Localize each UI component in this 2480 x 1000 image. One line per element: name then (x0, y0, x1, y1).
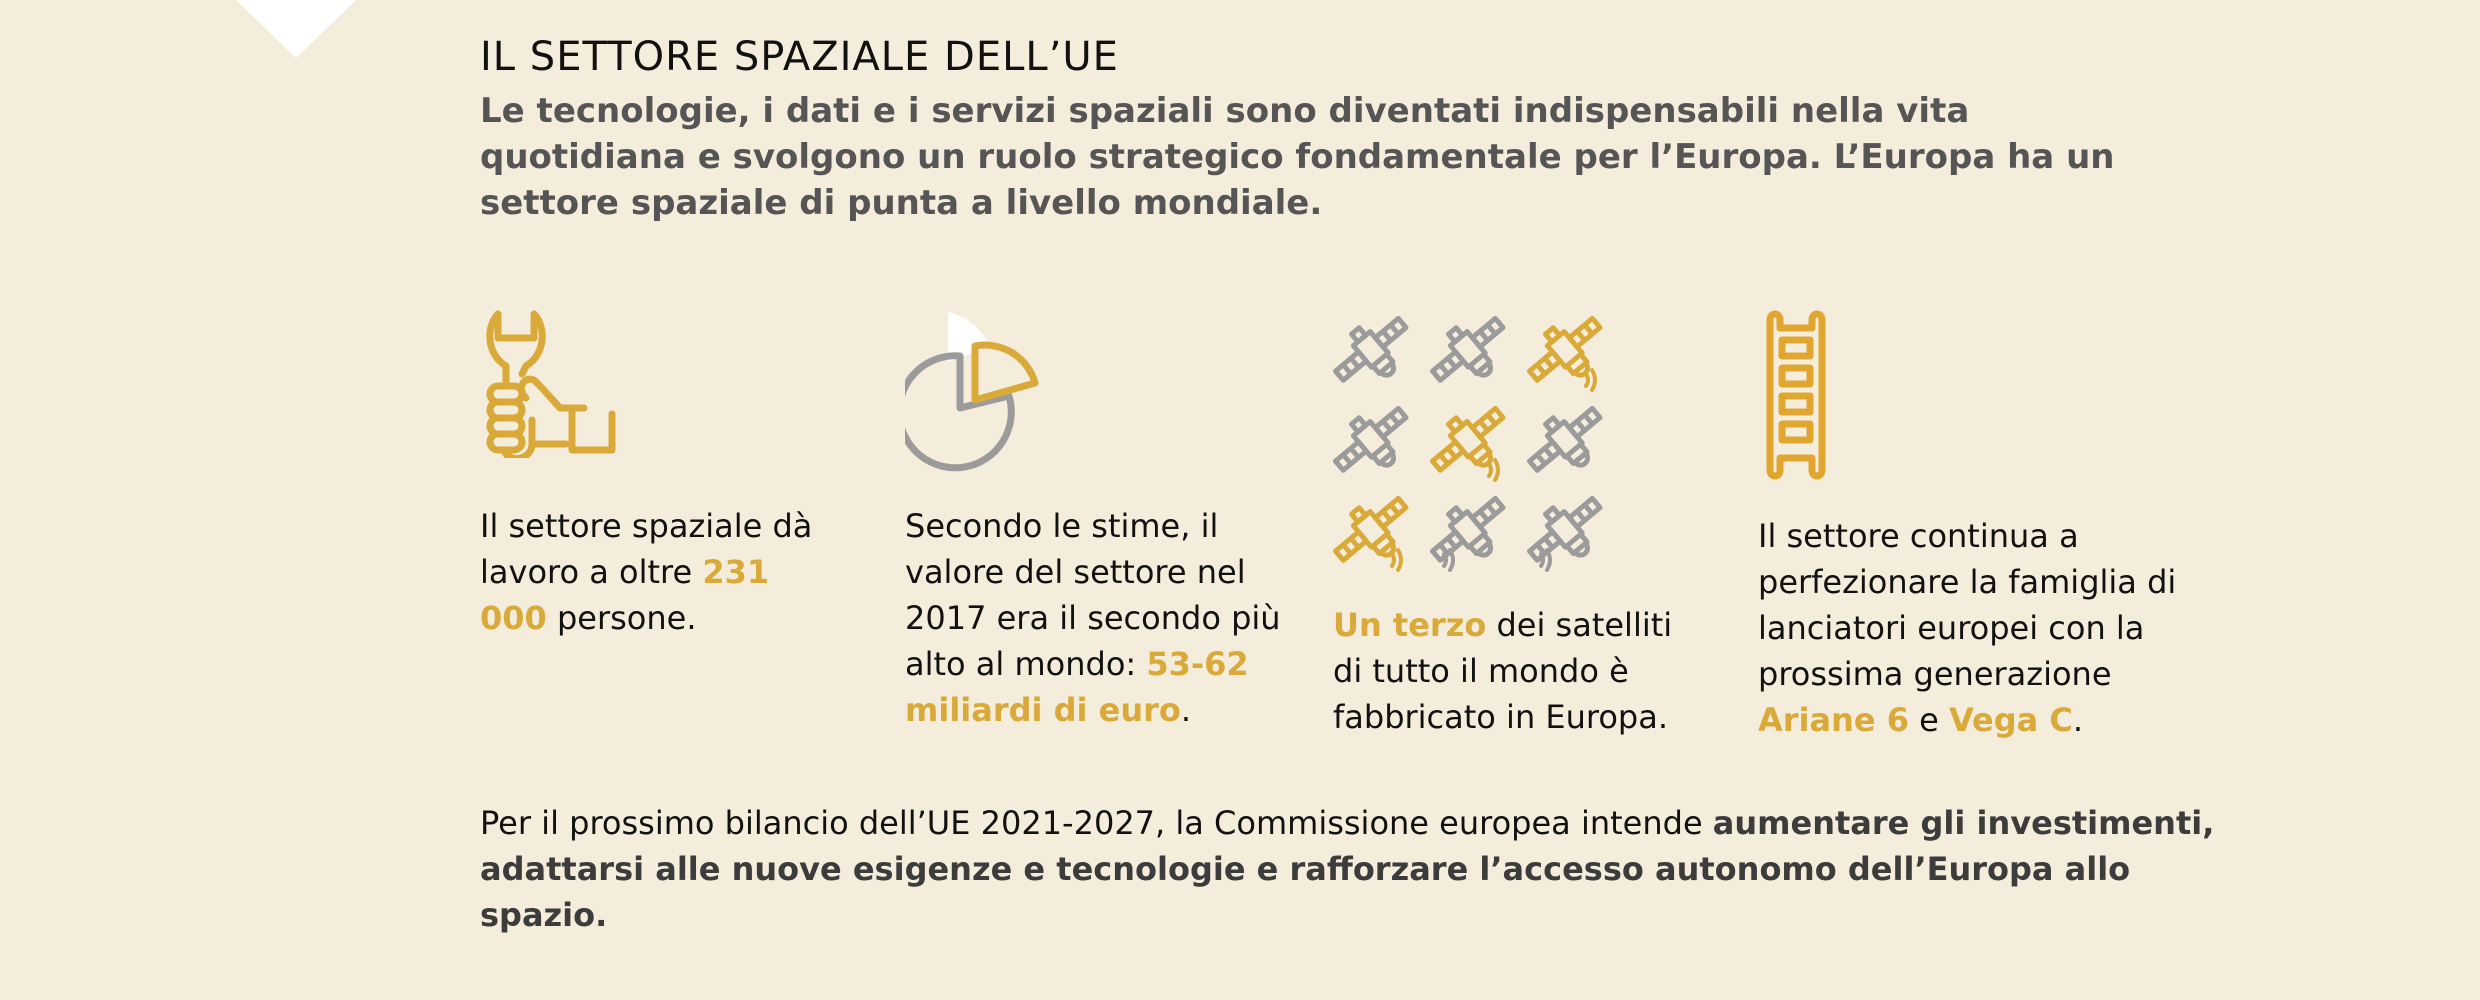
launcher-vega: Vega C (1949, 701, 2073, 739)
fact-value-text: Secondo le stime, il valore del settore … (905, 507, 1281, 729)
budget-goals: aumentare gli investimenti, adattarsi al… (480, 804, 2215, 934)
satellites-grid-icon (1322, 302, 1622, 572)
decorative-triangle (236, 0, 356, 58)
fact-launchers-text: Il settore continua a perfezionare la fa… (1758, 517, 2177, 739)
hand-wrench-icon (486, 310, 616, 458)
fact-employment-text: Il settore spaziale dà lavoro a oltre 23… (480, 507, 813, 637)
fact-satellites-text: Un terzo dei satelliti di tutto il mondo… (1333, 606, 1673, 736)
pie-chart-icon (905, 312, 1039, 472)
page-title: IL SETTORE SPAZIALE DELL’UE (480, 34, 1119, 80)
employment-count: 231 000 (480, 553, 770, 637)
ladder-icon (1766, 310, 1826, 480)
launcher-ariane: Ariane 6 (1758, 701, 1909, 739)
budget-paragraph: Per il prossimo bilancio dell’UE 2021-20… (480, 804, 2215, 934)
satellites-share: Un terzo (1333, 606, 1487, 644)
sector-value: 53-62 miliardi di euro (905, 645, 1249, 729)
intro-text: Le tecnologie, i dati e i servizi spazia… (480, 91, 2115, 223)
